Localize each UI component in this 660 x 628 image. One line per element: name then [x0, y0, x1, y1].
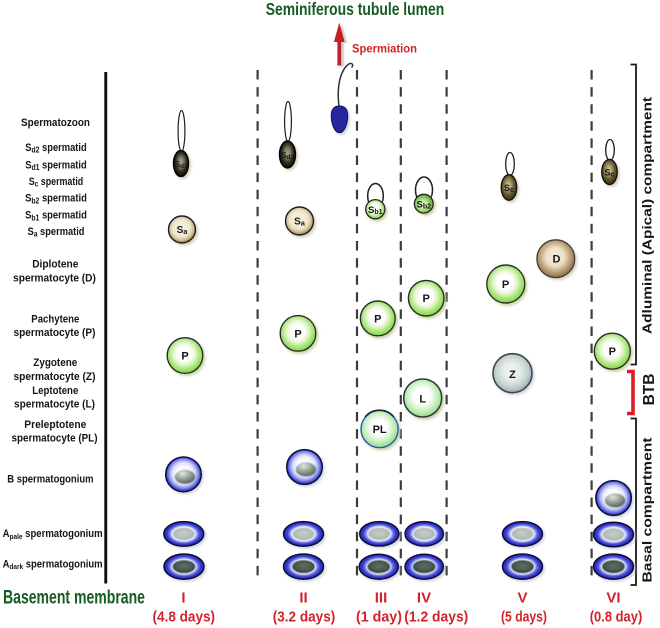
- svg-text:spermatocyte (PL): spermatocyte (PL): [12, 433, 98, 445]
- svg-text:IV: IV: [417, 590, 431, 607]
- svg-text:Sd1: Sd1: [174, 159, 188, 170]
- svg-text:P: P: [181, 351, 188, 363]
- svg-text:D: D: [553, 254, 561, 266]
- svg-text:Basement membrane: Basement membrane: [3, 588, 145, 609]
- svg-text:Z: Z: [509, 369, 516, 381]
- svg-text:Adluminal (Apical) compartment: Adluminal (Apical) compartment: [640, 96, 655, 334]
- svg-text:Apale spermatogonium: Apale spermatogonium: [3, 528, 103, 541]
- svg-text:P: P: [502, 279, 509, 291]
- svg-text:P: P: [423, 293, 430, 305]
- svg-text:Spermiation: Spermiation: [352, 42, 417, 56]
- svg-text:Sb1 spermatid: Sb1 spermatid: [25, 210, 87, 223]
- svg-text:(1 day): (1 day): [356, 609, 402, 626]
- svg-text:Sc: Sc: [605, 168, 615, 179]
- svg-text:Adark spermatogonium: Adark spermatogonium: [3, 559, 103, 572]
- svg-text:spermatocyte (D): spermatocyte (D): [13, 273, 96, 285]
- svg-text:L: L: [419, 393, 426, 405]
- svg-text:Sd1 spermatid: Sd1 spermatid: [25, 159, 87, 172]
- svg-text:Pachytene: Pachytene: [31, 313, 79, 325]
- svg-text:(1.2 days): (1.2 days): [404, 609, 468, 626]
- svg-text:Sd2: Sd2: [281, 150, 295, 161]
- svg-text:B spermatogonium: B spermatogonium: [7, 474, 93, 486]
- svg-text:III: III: [375, 590, 388, 607]
- svg-text:Sc spermatid: Sc spermatid: [29, 176, 84, 189]
- svg-text:spermatocyte (P): spermatocyte (P): [14, 327, 96, 339]
- svg-text:spermatocyte (L): spermatocyte (L): [14, 399, 95, 411]
- svg-text:Zygotene: Zygotene: [33, 357, 77, 369]
- svg-text:(4.8 days): (4.8 days): [153, 609, 216, 626]
- svg-text:I: I: [181, 590, 185, 607]
- svg-text:Spermatozoon: Spermatozoon: [21, 117, 90, 129]
- svg-text:Sa spermatid: Sa spermatid: [28, 226, 85, 239]
- svg-text:PL: PL: [373, 424, 387, 436]
- svg-text:Sc: Sc: [504, 183, 514, 194]
- svg-text:Basal compartment: Basal compartment: [640, 437, 655, 583]
- svg-text:VI: VI: [606, 590, 620, 607]
- svg-text:V: V: [517, 590, 527, 607]
- svg-text:Sa: Sa: [177, 225, 189, 236]
- svg-text:P: P: [294, 328, 301, 340]
- svg-text:Sb1: Sb1: [368, 205, 383, 216]
- svg-text:Sb2 spermatid: Sb2 spermatid: [25, 193, 87, 206]
- svg-text:Sd2 spermatid: Sd2 spermatid: [25, 142, 87, 155]
- svg-text:P: P: [374, 313, 381, 325]
- svg-text:Preleptotene: Preleptotene: [24, 419, 86, 431]
- svg-text:BTB: BTB: [641, 374, 658, 406]
- svg-text:spermatocyte (Z): spermatocyte (Z): [14, 371, 96, 383]
- svg-text:Leptotene: Leptotene: [32, 385, 78, 397]
- svg-text:(3.2 days): (3.2 days): [273, 609, 336, 626]
- svg-text:Diplotene: Diplotene: [32, 259, 78, 271]
- svg-text:Seminiferous tubule lumen: Seminiferous tubule lumen: [266, 0, 445, 19]
- svg-text:Sb2: Sb2: [417, 199, 432, 210]
- svg-text:II: II: [299, 590, 307, 607]
- svg-text:(0.8 day): (0.8 day): [590, 609, 643, 626]
- svg-text:Sa: Sa: [294, 217, 306, 228]
- svg-text:P: P: [609, 346, 616, 358]
- svg-text:(5 days): (5 days): [501, 609, 547, 626]
